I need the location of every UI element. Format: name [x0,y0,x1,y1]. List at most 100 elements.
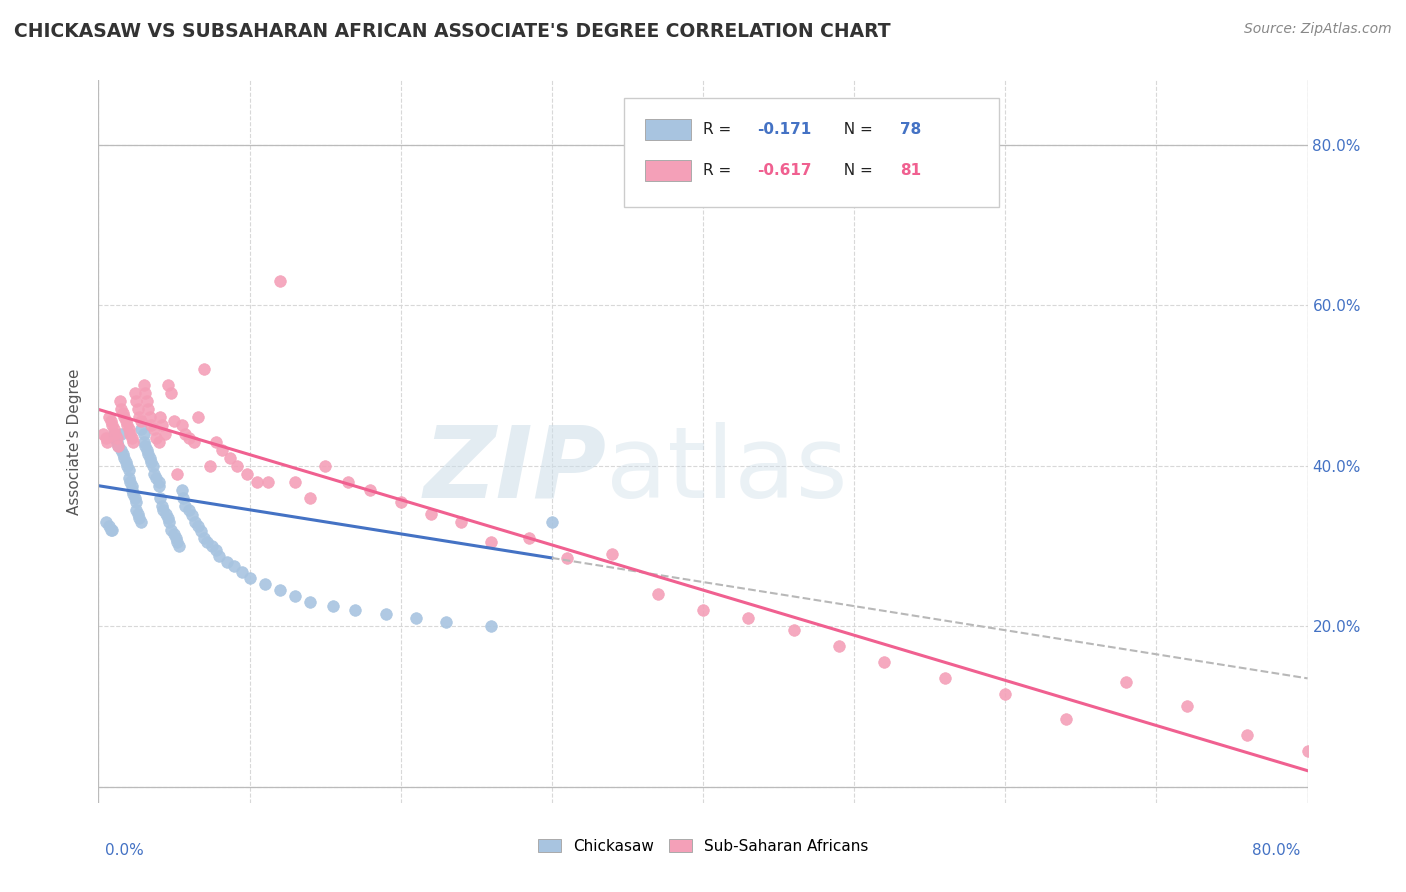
Point [100,414,122,428]
Point [322,599,344,614]
Point [98,518,121,533]
Point [128,410,150,425]
Point [120,475,142,489]
Point [156,510,179,524]
Point [253,577,276,591]
Point [135,442,157,457]
Point [103,422,125,436]
Point [166,534,188,549]
Point [128,510,150,524]
Point [284,475,307,489]
Point [344,603,367,617]
Point [167,539,190,553]
Point [336,475,359,489]
Point [224,558,246,573]
Point [183,434,205,449]
Point [211,442,233,457]
Point [132,434,155,449]
Point [141,454,163,469]
Point [129,422,152,436]
Text: N =: N = [834,122,877,136]
Point [125,494,148,508]
Point [139,450,162,465]
Point [118,462,141,476]
Point [110,402,132,417]
Point [139,410,162,425]
Point [136,402,159,417]
Point [208,549,231,563]
Point [149,410,172,425]
Point [165,531,187,545]
Point [450,515,472,529]
Point [256,475,278,489]
FancyBboxPatch shape [624,98,1000,207]
Text: R =: R = [703,122,737,136]
Point [205,434,228,449]
Point [134,438,156,452]
Point [163,526,186,541]
Point [173,426,195,441]
Point [994,687,1017,701]
Point [360,483,382,497]
Point [114,454,136,469]
Point [115,458,138,473]
Point [602,547,624,561]
Point [121,430,143,444]
Point [101,418,124,433]
Point [201,539,224,553]
Point [105,430,128,444]
Point [155,507,177,521]
FancyBboxPatch shape [645,119,690,140]
Point [170,418,193,433]
Point [122,434,145,449]
Point [405,611,427,625]
Point [420,507,443,521]
Point [1054,712,1077,726]
Point [1115,675,1137,690]
Point [153,426,176,441]
Point [159,515,181,529]
Point [555,551,578,566]
Point [94,515,117,529]
Point [190,524,212,539]
Point [517,531,540,545]
Point [120,426,142,441]
Point [125,394,148,409]
Point [125,502,148,516]
Point [1296,744,1319,758]
Point [163,414,186,428]
Text: 81: 81 [900,163,921,178]
Point [91,426,114,441]
Point [111,406,134,420]
Point [540,515,562,529]
Point [100,523,122,537]
Point [104,426,127,441]
Point [389,494,412,508]
Point [150,499,173,513]
Point [166,467,188,481]
Point [96,434,118,449]
Point [269,274,291,288]
Point [135,394,157,409]
Point [94,430,117,444]
FancyBboxPatch shape [645,160,690,181]
Point [110,442,132,457]
Point [145,430,167,444]
Point [132,378,155,392]
Y-axis label: Associate's Degree: Associate's Degree [67,368,83,515]
Point [124,386,146,401]
Point [299,595,322,609]
Point [239,571,262,585]
Point [269,583,291,598]
Point [193,362,215,376]
Point [647,587,669,601]
Point [934,671,956,685]
Text: 0.0%: 0.0% [105,843,145,858]
Text: ZIP: ZIP [423,422,606,519]
Point [145,470,167,484]
Point [783,623,806,637]
Point [114,414,136,428]
Point [149,491,172,505]
Point [828,639,851,653]
Point [172,491,194,505]
